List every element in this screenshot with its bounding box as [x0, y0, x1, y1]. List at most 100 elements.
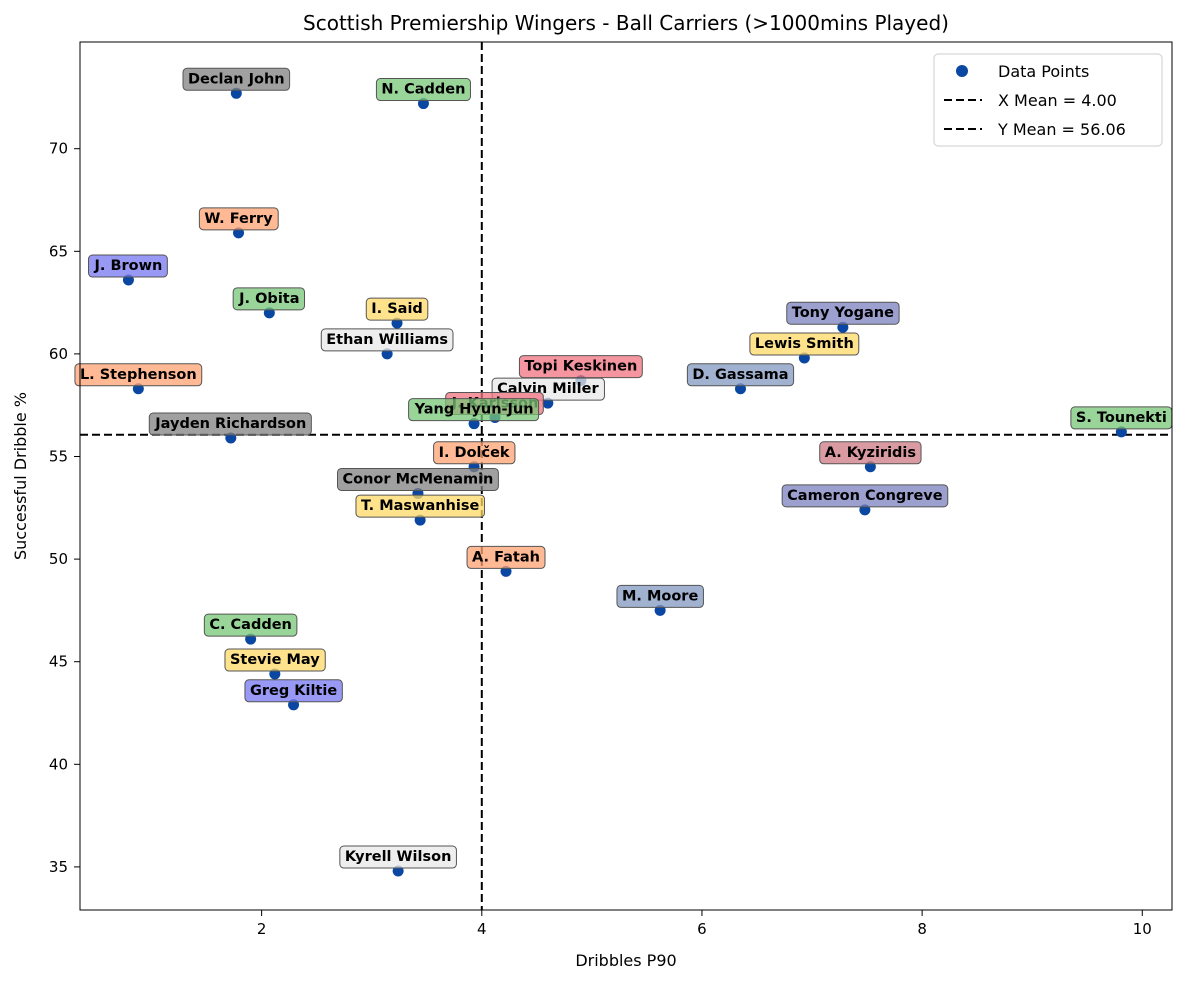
point-label-text: A. Kyziridis: [825, 445, 916, 461]
y-tick-label: 65: [49, 242, 68, 260]
point-label-text: Declan John: [188, 71, 285, 87]
point-label-text: L. Stephenson: [80, 367, 197, 383]
point-label: J. Obita: [232, 287, 306, 311]
point-label-box: [365, 297, 429, 321]
point-label: C. Cadden: [203, 613, 298, 637]
point-label-box: [355, 494, 485, 518]
point-label-box: [203, 613, 298, 637]
point-label-box: [224, 648, 326, 672]
point-label-box: [337, 467, 499, 491]
point-label: Greg Kiltie: [244, 679, 343, 703]
point-label-box: [148, 412, 312, 436]
point-label-box: [781, 484, 949, 508]
point-label: Cameron Congreve: [781, 484, 949, 508]
point-labels: Declan John N. Cadden W. Ferry J. Brown J. O…: [74, 67, 1173, 869]
point-label-text: C. Cadden: [209, 617, 292, 633]
point-label: Lewis Smith: [749, 332, 860, 356]
point-label-box: [320, 328, 454, 352]
point-label-text: W. Ferry: [204, 211, 273, 227]
legend-point-swatch: [956, 65, 968, 77]
point-label-box: [74, 363, 203, 387]
point-label: S. Tounekti: [1070, 406, 1173, 430]
point-label-text: N. Cadden: [381, 82, 465, 98]
point-label: I. Dolček: [433, 441, 516, 465]
point-label-text: Yang Hyun-Jun: [414, 402, 534, 418]
point-label: T. Maswanhise: [355, 494, 485, 518]
point-label-box: [686, 363, 795, 387]
point-label-box: [466, 545, 546, 569]
point-label: J. Brown: [88, 254, 168, 278]
point-label-box: [749, 332, 860, 356]
point-label: Conor McMenamin: [337, 467, 499, 491]
point-label: W. Ferry: [198, 207, 279, 231]
point-label: Declan John: [182, 67, 291, 91]
point-label-box: [819, 441, 922, 465]
point-label: Stevie May: [224, 648, 326, 672]
point-label: Ethan Williams: [320, 328, 454, 352]
point-label-text: Topi Keskinen: [524, 359, 637, 375]
point-label-text: I. Dolček: [439, 445, 510, 461]
x-tick-label: 2: [257, 920, 267, 938]
y-axis-label: Successful Dribble %: [11, 392, 30, 560]
point-label: A. Kyziridis: [819, 441, 922, 465]
y-tick-label: 50: [49, 550, 68, 568]
point-label: M. Moore: [616, 584, 704, 608]
point-label: D. Gassama: [686, 363, 795, 387]
point-label-text: Cameron Congreve: [787, 488, 943, 504]
y-tick-label: 45: [49, 653, 68, 671]
point-label-box: [375, 78, 471, 102]
point-label-text: J. Brown: [94, 258, 163, 274]
point-label-text: D. Gassama: [692, 367, 788, 383]
point-label-box: [198, 207, 279, 231]
point-label-text: J. Obita: [238, 291, 299, 307]
point-label-box: [408, 398, 540, 422]
legend-entry-label: X Mean = 4.00: [998, 91, 1117, 110]
chart-title: Scottish Premiership Wingers - Ball Carr…: [303, 11, 949, 35]
point-label: I. Said: [365, 297, 429, 321]
point-label-text: Jayden Richardson: [154, 416, 306, 432]
point-label: N. Cadden: [375, 78, 471, 102]
legend-entry-label: Data Points: [998, 62, 1089, 81]
point-label-text: M. Moore: [622, 588, 698, 604]
legend-entry-label: Y Mean = 56.06: [997, 120, 1126, 139]
legend-box: [933, 53, 1163, 147]
point-label-box: [433, 441, 516, 465]
legend: Data Points X Mean = 4.00 Y Mean = 56.06: [933, 53, 1163, 147]
point-label-text: Ethan Williams: [326, 332, 448, 348]
x-tick-label: 6: [697, 920, 707, 938]
y-tick-label: 55: [49, 448, 68, 466]
point-label: Topi Keskinen: [518, 355, 643, 379]
point-label-box: [518, 355, 643, 379]
point-label: L. Stephenson: [74, 363, 203, 387]
axis-ticks: 2 4 6 8 10 35 40 45 50 55 60 65 70: [49, 140, 1152, 938]
point-label-text: Tony Yogane: [792, 305, 894, 321]
point-label-box: [786, 301, 900, 325]
point-label-text: Stevie May: [230, 652, 320, 668]
point-label: A. Fatah: [466, 545, 546, 569]
point-label-text: T. Maswanhise: [361, 498, 480, 514]
point-label: Jayden Richardson: [148, 412, 312, 436]
point-label-box: [616, 584, 704, 608]
x-tick-label: 10: [1133, 920, 1152, 938]
y-tick-label: 35: [49, 858, 68, 876]
y-tick-label: 40: [49, 755, 68, 773]
y-tick-label: 60: [49, 345, 68, 363]
point-label-text: Lewis Smith: [755, 336, 854, 352]
plot-border: [79, 41, 1173, 911]
point-label-text: Kyrell Wilson: [345, 849, 452, 865]
x-tick-label: 4: [477, 920, 487, 938]
point-label-box: [88, 254, 168, 278]
point-label-text: A. Fatah: [472, 549, 540, 565]
point-label-box: [244, 679, 343, 703]
x-tick-label: 8: [917, 920, 927, 938]
plot-area: [80, 42, 1172, 910]
point-label-text: Greg Kiltie: [250, 683, 337, 699]
point-label-text: I. Said: [371, 301, 423, 317]
point-label: Kyrell Wilson: [339, 845, 457, 869]
point-label: Tony Yogane: [786, 301, 900, 325]
point-label: Yang Hyun-Jun: [408, 398, 540, 422]
point-label-text: S. Tounekti: [1076, 410, 1167, 426]
y-tick-label: 70: [49, 140, 68, 158]
point-label-box: [232, 287, 306, 311]
point-label-box: [339, 845, 457, 869]
